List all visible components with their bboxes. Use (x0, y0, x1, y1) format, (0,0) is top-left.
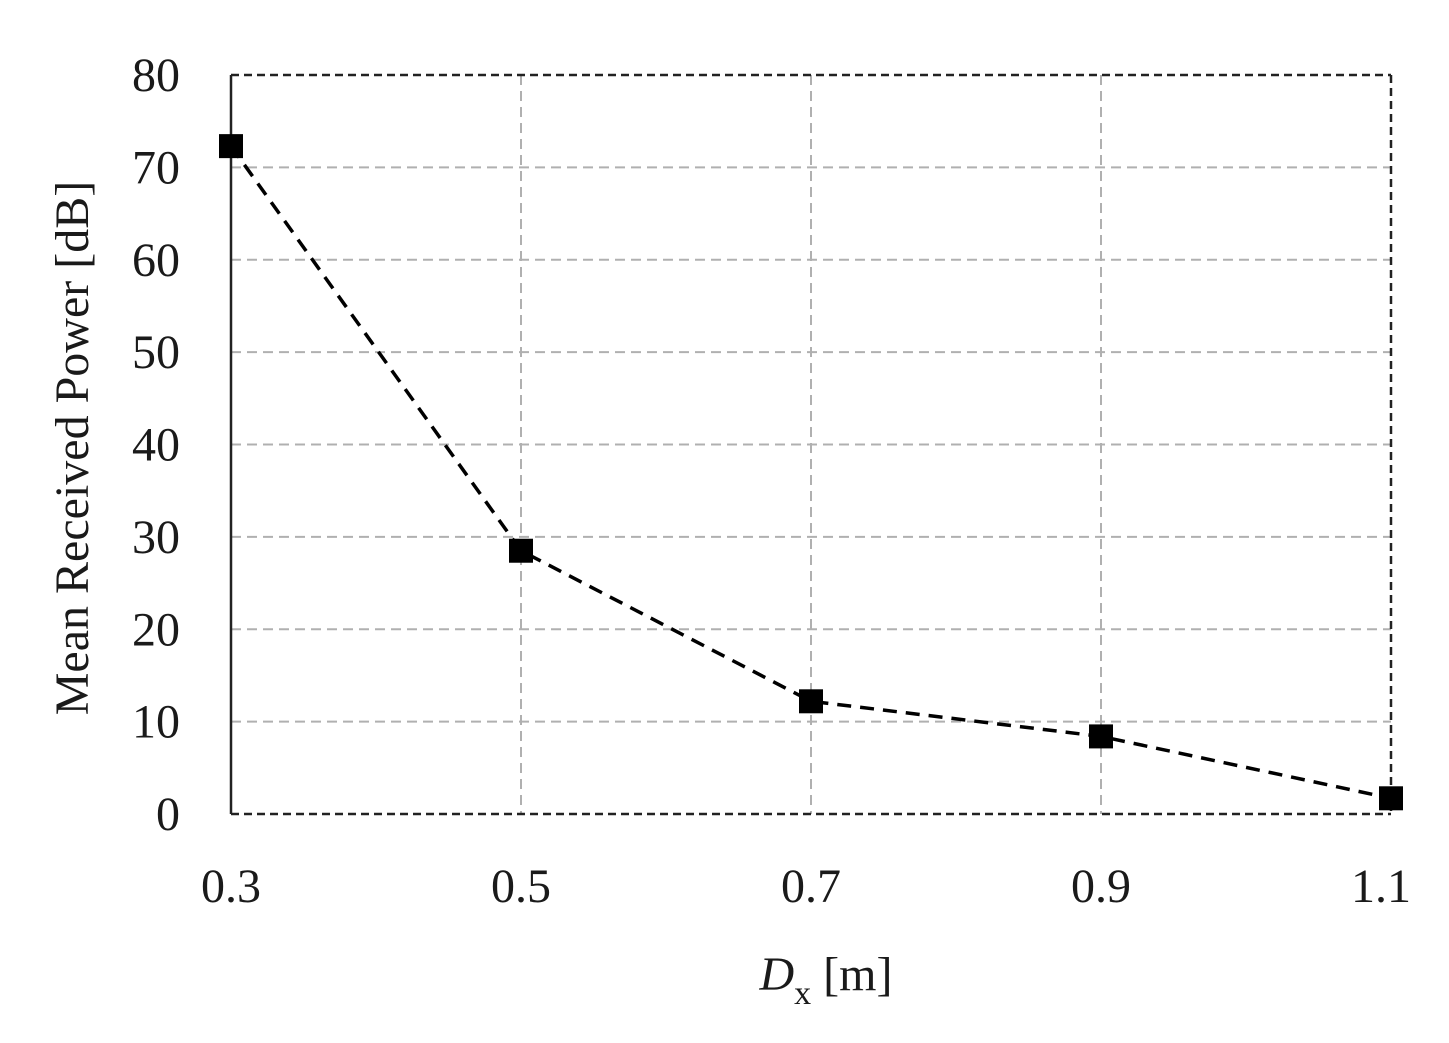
y-tick-label: 40 (132, 419, 180, 472)
y-tick-label: 70 (132, 141, 180, 194)
x-tick-label: 1.1 (1351, 860, 1411, 913)
x-axis-label-sub: x (794, 975, 811, 1012)
y-tick-labels: 0 10 20 30 40 50 60 70 80 (132, 49, 180, 841)
plot-frame (229, 73, 1393, 816)
data-point-marker (509, 538, 533, 563)
series-group (219, 134, 1403, 811)
x-tick-labels: 0.3 0.5 0.7 0.9 1.1 (201, 860, 1411, 913)
x-axis-label-unit: [m] (811, 948, 892, 1001)
y-tick-label: 50 (132, 326, 180, 379)
x-axis-label: Dx [m] (759, 948, 893, 1012)
data-point-marker (219, 134, 243, 159)
gridlines (231, 75, 1391, 814)
y-axis-label: Mean Received Power [dB] (46, 181, 99, 716)
x-tick-label: 0.9 (1071, 860, 1131, 913)
y-tick-label: 60 (132, 234, 180, 287)
y-tick-label: 30 (132, 511, 180, 564)
y-tick-label: 20 (132, 603, 180, 656)
x-tick-label: 0.3 (201, 860, 261, 913)
x-tick-label: 0.5 (491, 860, 551, 913)
data-point-marker (1379, 786, 1403, 811)
y-tick-label: 10 (132, 696, 180, 749)
y-tick-label: 0 (156, 788, 180, 841)
y-tick-label: 80 (132, 49, 180, 102)
x-axis-label-main: D (759, 948, 795, 1001)
data-point-marker (799, 689, 823, 714)
series-line (229, 145, 1392, 801)
x-tick-label: 0.7 (781, 860, 841, 913)
data-point-marker (1089, 724, 1113, 749)
